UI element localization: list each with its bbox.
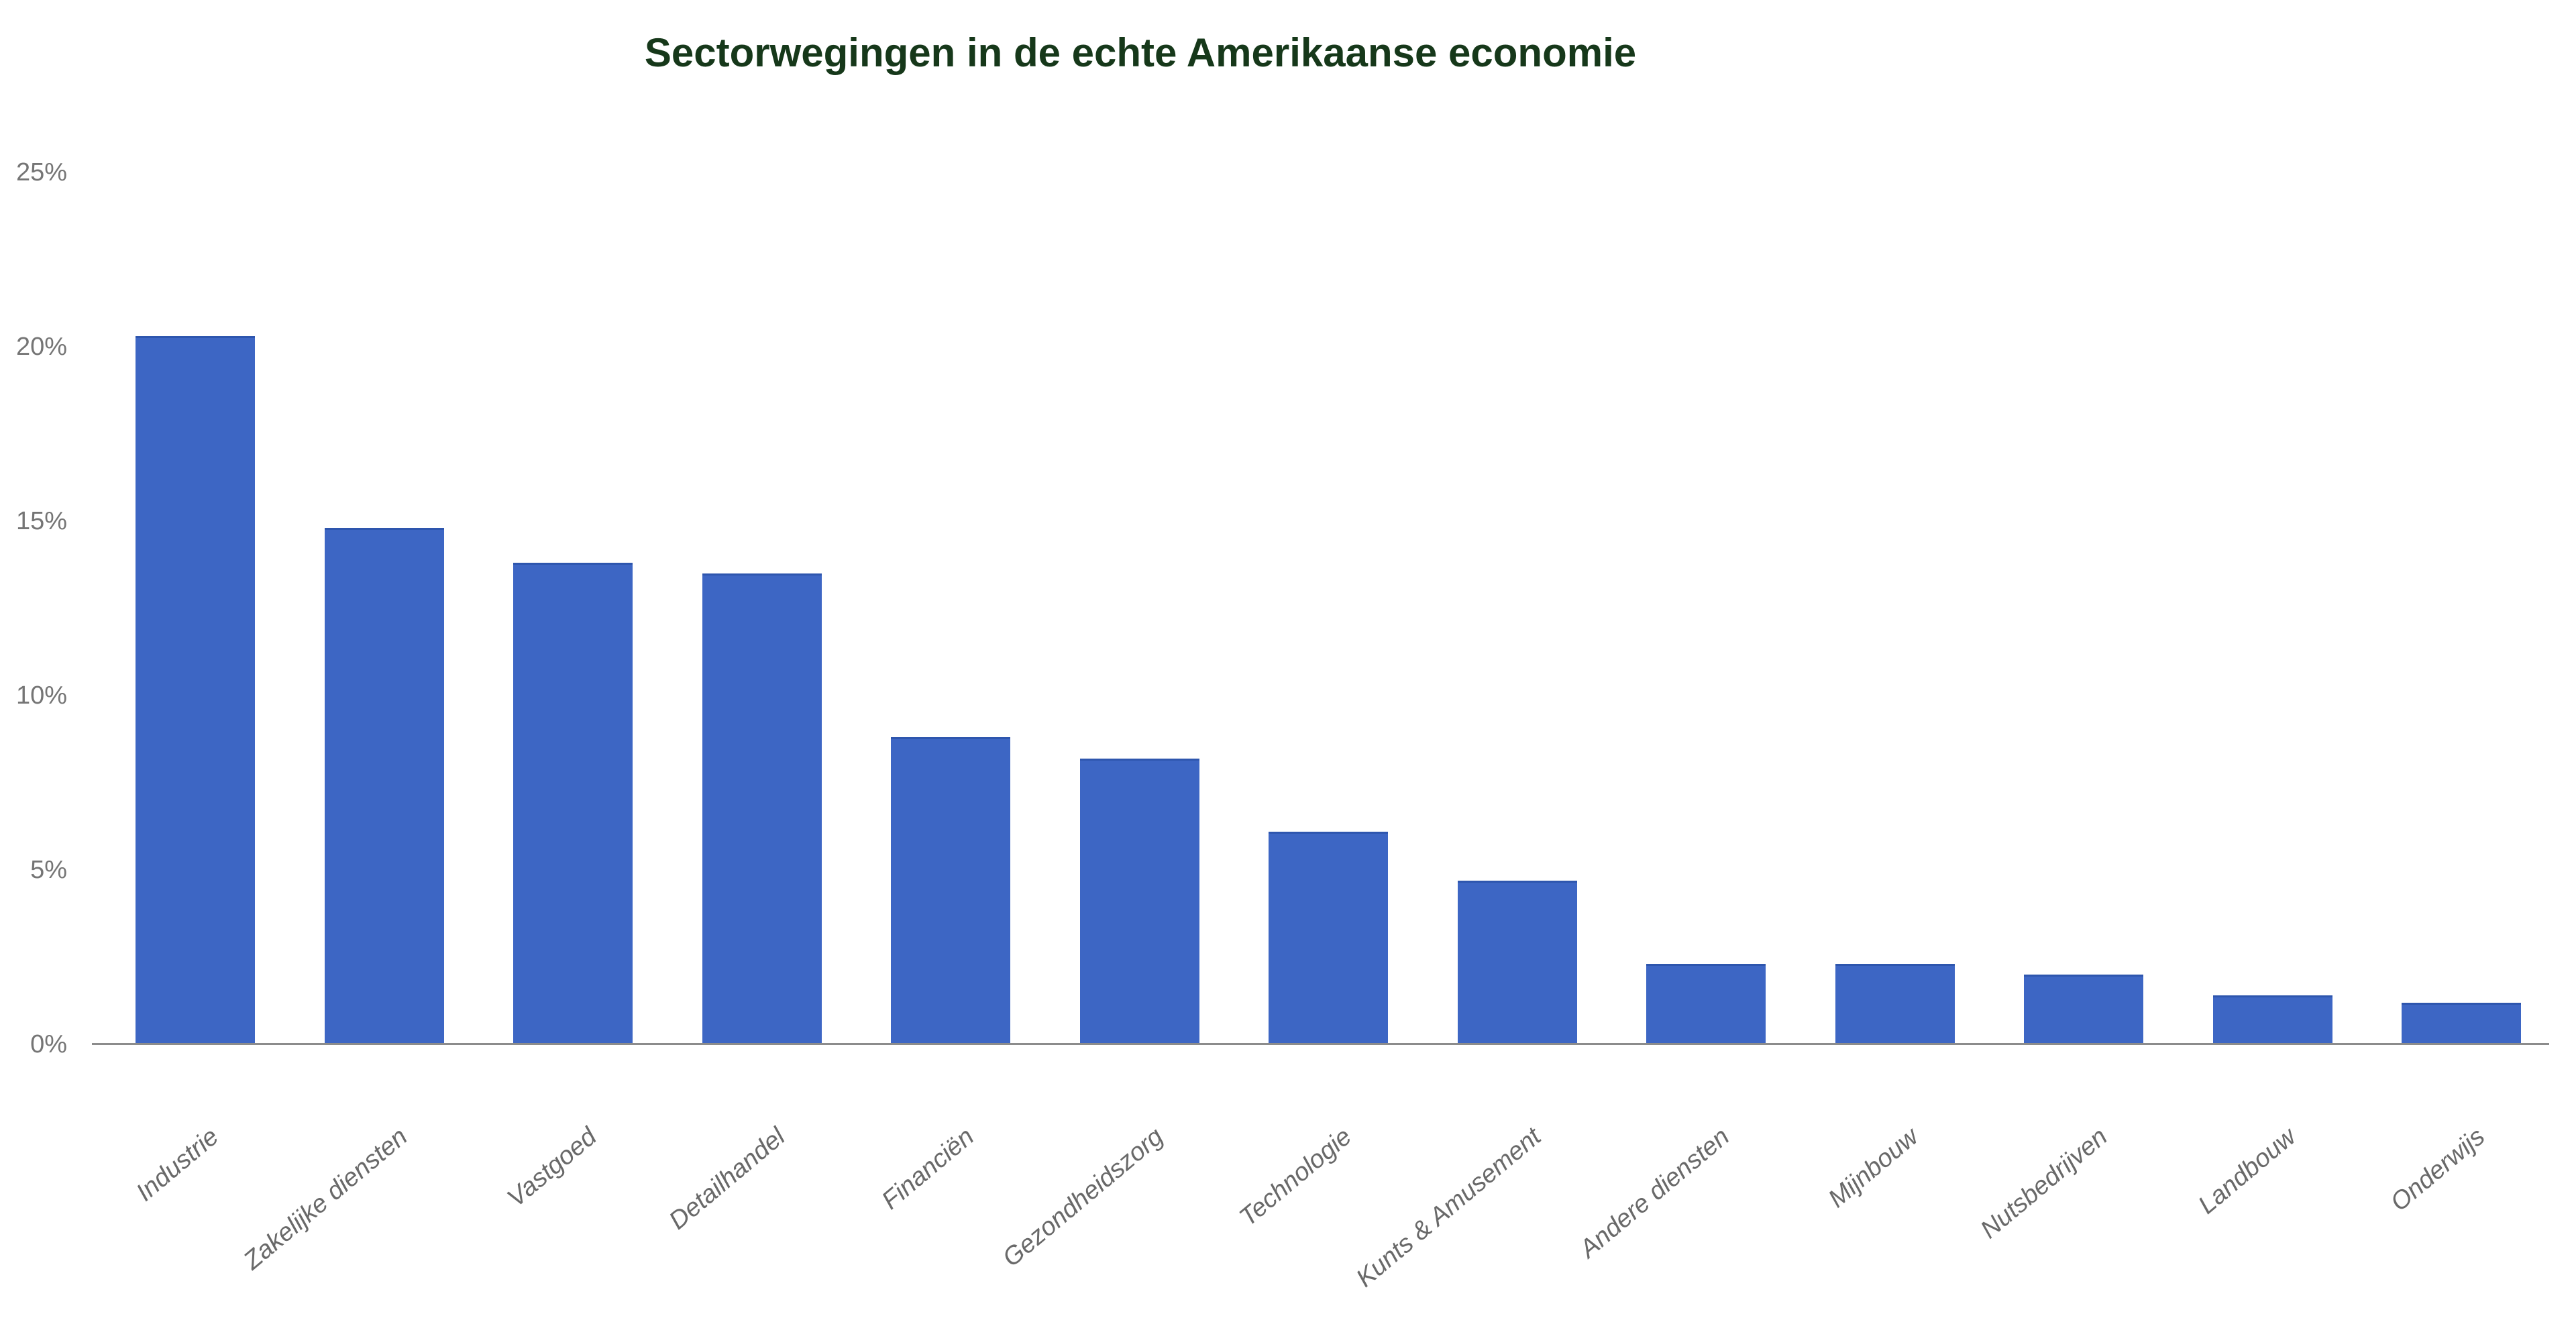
chart-title: Sectorwegingen in de echte Amerikaanse e… <box>644 30 1637 75</box>
x-tick-label-andere-diensten: Andere diensten <box>1574 1122 1735 1264</box>
x-tick-label-vastgoed: Vastgoed <box>502 1122 602 1213</box>
bar-industrie <box>136 336 255 1044</box>
bar-detailhandel <box>702 573 822 1044</box>
bar-mijnbouw <box>1835 964 1955 1044</box>
bar-andere-diensten <box>1646 964 1766 1044</box>
y-tick-label-5pct: 5% <box>30 856 67 884</box>
x-tick-label-detailhandel: Detailhandel <box>663 1122 791 1235</box>
x-tick-label-gezondheidszorg: Gezondheidszorg <box>997 1122 1169 1273</box>
x-tick-label-landbouw: Landbouw <box>2193 1122 2302 1220</box>
x-tick-label-nutsbedrijven: Nutsbedrijven <box>1975 1122 2113 1245</box>
bar-onderwijs <box>2402 1002 2521 1044</box>
bar-financi-n <box>891 737 1010 1044</box>
y-tick-label-10pct: 10% <box>15 681 67 710</box>
x-axis-line <box>92 1043 2549 1045</box>
bar-gezondheidszorg <box>1079 758 1199 1044</box>
bar-kunts-amusement <box>1457 880 1577 1044</box>
y-tick-label-15pct: 15% <box>15 507 67 535</box>
bar-vastgoed <box>513 563 633 1044</box>
y-tick-label-0pct: 0% <box>30 1030 67 1058</box>
x-tick-label-financi-n: Financiën <box>877 1122 980 1215</box>
bar-nutsbedrijven <box>2024 975 2143 1044</box>
x-tick-label-mijnbouw: Mijnbouw <box>1823 1122 1924 1213</box>
bar-landbouw <box>2212 995 2332 1044</box>
bar-technologie <box>1269 831 1388 1044</box>
x-tick-label-kunts-amusement: Kunts & Amusement <box>1350 1122 1546 1293</box>
y-tick-label-25pct: 25% <box>15 158 67 186</box>
x-tick-label-zakelijke-diensten: Zakelijke diensten <box>238 1122 413 1276</box>
x-tick-label-technologie: Technologie <box>1234 1122 1358 1232</box>
x-tick-label-industrie: Industrie <box>131 1122 225 1207</box>
x-tick-label-onderwijs: Onderwijs <box>2385 1122 2491 1217</box>
y-tick-label-20pct: 20% <box>15 333 67 361</box>
bar-zakelijke-diensten <box>324 528 444 1044</box>
